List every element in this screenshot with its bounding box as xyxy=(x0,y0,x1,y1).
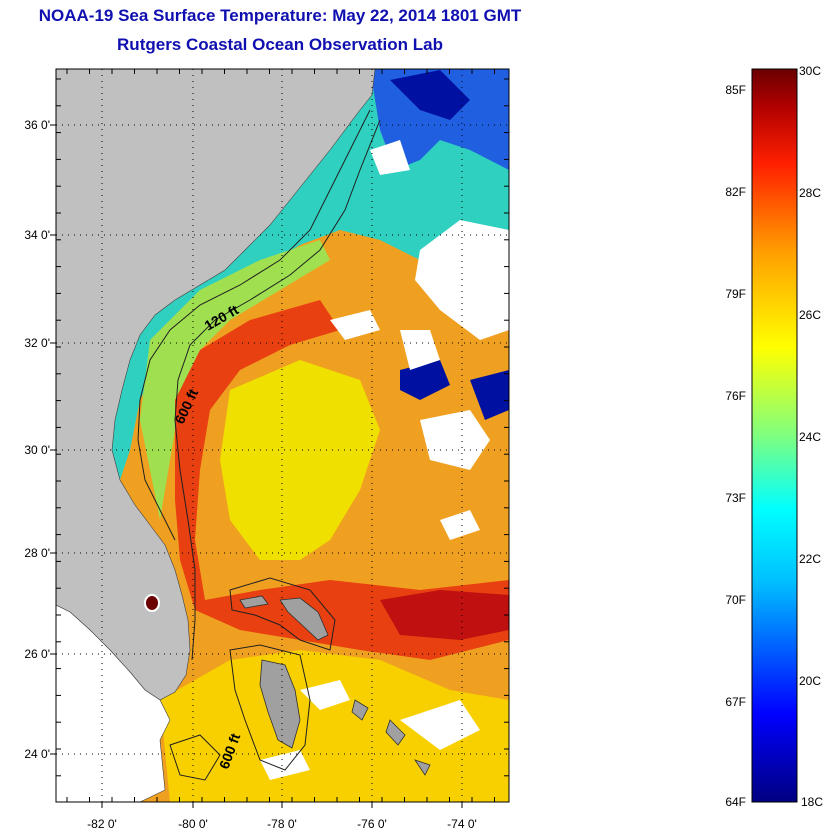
colorbar-c-label: 30C xyxy=(799,64,821,78)
colorbar-fahrenheit-labels: 85F 82F 79F 76F 73F 70F 67F 64F xyxy=(725,83,746,809)
lat-tick-label: 26 0' xyxy=(24,647,50,661)
colorbar-c-label: 18C xyxy=(801,795,823,809)
sst-deep-blue-patches xyxy=(390,70,509,420)
colorbar-f-label: 73F xyxy=(725,491,746,505)
colorbar-f-label: 85F xyxy=(725,83,746,97)
lat-tick-label: 36 0' xyxy=(24,118,50,132)
colorbar-c-label: 22C xyxy=(799,552,821,566)
sst-shelf-green xyxy=(140,240,330,520)
lon-tick-label: -82 0' xyxy=(87,817,117,831)
land-bahamas-small xyxy=(239,595,431,776)
colorbar-f-label: 64F xyxy=(725,795,746,809)
isobath-bahamas-contour xyxy=(169,577,336,781)
land-bahamas-andros xyxy=(259,659,301,749)
map-subtitle: Rutgers Coastal Ocean Observation Lab xyxy=(117,35,443,54)
axis-ticks xyxy=(50,69,509,808)
lat-tick-label: 24 0' xyxy=(24,747,50,761)
sst-yellow-region xyxy=(220,360,380,560)
colorbar-f-label: 82F xyxy=(725,185,746,199)
colorbar-c-label: 24C xyxy=(799,430,821,444)
colorbar-c-label: 20C xyxy=(799,674,821,688)
cloud-mask xyxy=(260,140,509,780)
latitude-tick-labels: 36 0' 34 0' 32 0' 30 0' 28 0' 26 0' 24 0… xyxy=(24,118,50,761)
isobath-120ft-line xyxy=(137,109,371,541)
lat-tick-label: 34 0' xyxy=(24,228,50,242)
lon-tick-label: -76 0' xyxy=(357,817,387,831)
colorbar-f-label: 67F xyxy=(725,695,746,709)
colorbar xyxy=(751,68,798,803)
lon-tick-label: -78 0' xyxy=(267,817,297,831)
graticule xyxy=(56,69,509,802)
lat-tick-label: 30 0' xyxy=(24,443,50,457)
colorbar-c-label: 28C xyxy=(799,186,821,200)
land-bahamas-abaco xyxy=(279,597,329,641)
colorbar-f-label: 79F xyxy=(725,287,746,301)
map-title: NOAA-19 Sea Surface Temperature: May 22,… xyxy=(38,6,522,25)
lon-tick-label: -80 0' xyxy=(178,817,208,831)
isobath-600ft-line xyxy=(174,119,381,661)
colorbar-c-label: 26C xyxy=(799,308,821,322)
colorbar-f-label: 70F xyxy=(725,593,746,607)
lat-tick-label: 28 0' xyxy=(24,546,50,560)
sst-dark-red-core xyxy=(380,590,509,640)
lake-okeechobee xyxy=(144,594,160,612)
lon-tick-label: -74 0' xyxy=(447,817,477,831)
land-florida-keys-area xyxy=(56,604,171,802)
colorbar-celsius-labels: 30C 28C 26C 24C 22C 20C 18C xyxy=(799,64,823,809)
lat-tick-label: 32 0' xyxy=(24,336,50,350)
colorbar-f-label: 76F xyxy=(725,389,746,403)
longitude-tick-labels: -82 0' -80 0' -78 0' -76 0' -74 0' xyxy=(87,817,477,831)
